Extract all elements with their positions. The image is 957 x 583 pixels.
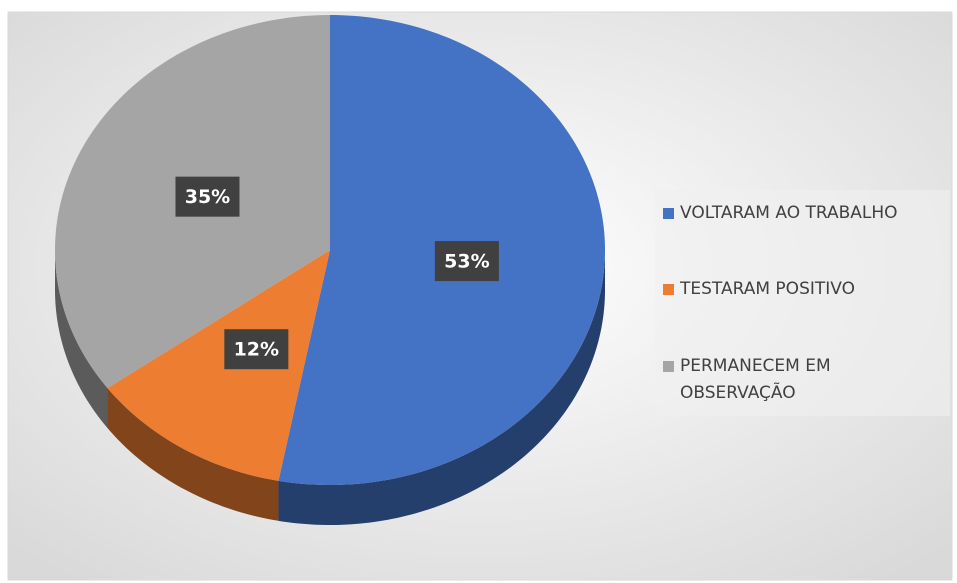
legend: VOLTARAM AO TRABALHO TESTARAM POSITIVO PER… bbox=[655, 190, 950, 416]
value-label-box bbox=[224, 329, 289, 370]
value-label: 53% bbox=[444, 251, 489, 273]
legend-label: TESTARAM POSITIVO bbox=[680, 279, 855, 299]
slice-side bbox=[55, 250, 108, 429]
value-label: 12% bbox=[234, 339, 279, 361]
value-label-box bbox=[175, 176, 240, 217]
slice-side bbox=[107, 388, 279, 521]
value-label: 35% bbox=[185, 186, 230, 208]
legend-swatch bbox=[663, 284, 674, 295]
legend-swatch bbox=[663, 208, 674, 219]
legend-label: VOLTARAM AO TRABALHO bbox=[680, 203, 898, 223]
legend-item: TESTARAM POSITIVO bbox=[663, 276, 948, 303]
value-label-box bbox=[434, 241, 499, 282]
legend-item: VOLTARAM AO TRABALHO bbox=[663, 200, 948, 227]
legend-label: PERMANECEM EM OBSERVAÇÃO bbox=[680, 356, 831, 403]
slice bbox=[107, 250, 330, 481]
legend-swatch bbox=[663, 361, 674, 372]
slice-side bbox=[278, 250, 605, 525]
legend-item: PERMANECEM EM OBSERVAÇÃO bbox=[663, 353, 948, 407]
